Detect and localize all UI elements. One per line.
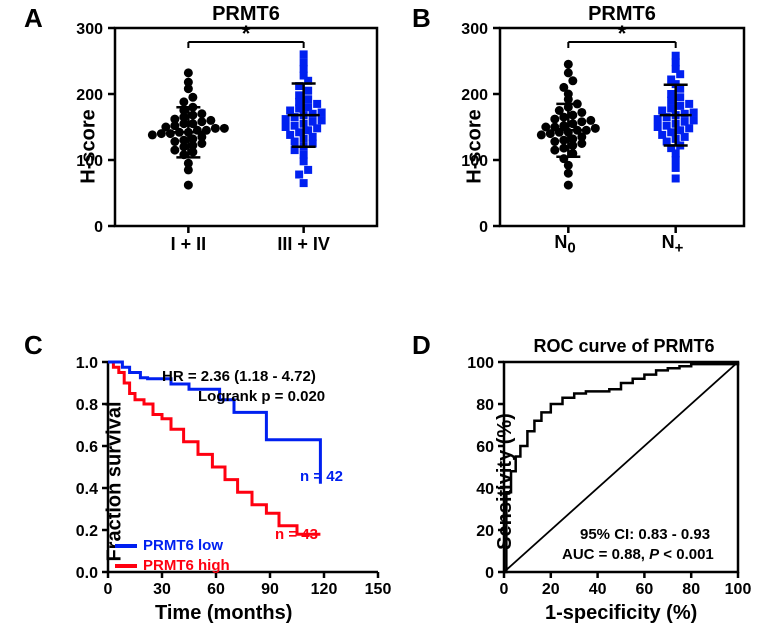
panel-c-n-high: n = 43	[275, 526, 318, 543]
svg-text:20: 20	[476, 523, 494, 540]
legend-swatch-low	[115, 544, 137, 548]
svg-text:40: 40	[476, 481, 494, 498]
panel-c-n-low: n = 42	[300, 468, 343, 485]
panel-d-ci-text: 95% CI: 0.83 - 0.93	[580, 526, 710, 543]
panel-c-logrank: Logrank p = 0.020	[198, 388, 325, 405]
panel-c-legend: PRMT6 low PRMT6 high	[115, 537, 230, 574]
panel-c-hr-text: HR = 2.36 (1.18 - 4.72)	[162, 368, 316, 385]
svg-text:80: 80	[682, 581, 700, 598]
svg-text:60: 60	[636, 581, 654, 598]
panel-d-auc-text: AUC = 0.88, P < 0.001	[562, 546, 714, 563]
svg-text:80: 80	[476, 397, 494, 414]
svg-text:100: 100	[467, 355, 494, 372]
panel-b-xtick-0: N0	[554, 232, 575, 257]
svg-text:0: 0	[485, 565, 494, 582]
svg-text:0: 0	[500, 581, 509, 598]
svg-text:100: 100	[725, 581, 752, 598]
panel-b-xtick-1: N+	[662, 232, 684, 257]
legend-swatch-high	[115, 564, 137, 568]
svg-text:20: 20	[542, 581, 560, 598]
legend-text-low: PRMT6 low	[143, 537, 223, 554]
legend-text-high: PRMT6 high	[143, 557, 230, 574]
svg-text:60: 60	[476, 439, 494, 456]
svg-text:40: 40	[589, 581, 607, 598]
